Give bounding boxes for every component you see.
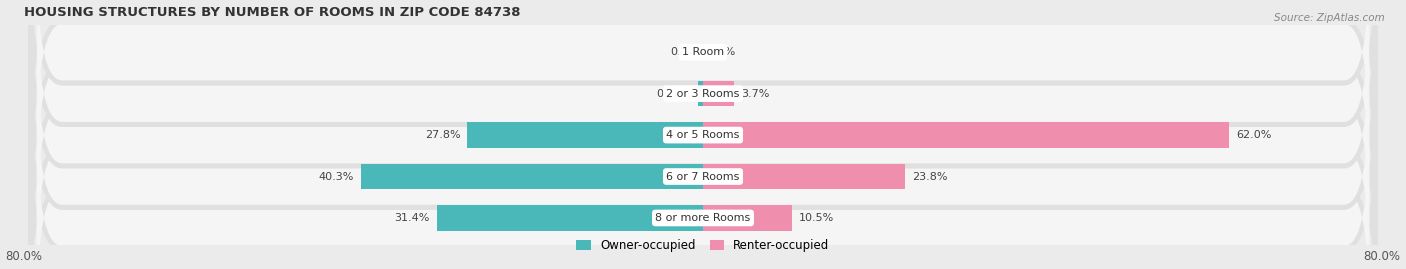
Text: HOUSING STRUCTURES BY NUMBER OF ROOMS IN ZIP CODE 84738: HOUSING STRUCTURES BY NUMBER OF ROOMS IN… [24, 6, 520, 19]
Bar [703, 122, 1229, 148]
Text: 0.56%: 0.56% [657, 89, 692, 99]
Bar [467, 122, 703, 148]
Text: 10.5%: 10.5% [799, 213, 834, 223]
Text: 3.7%: 3.7% [741, 89, 769, 99]
Text: 0.0%: 0.0% [707, 47, 735, 57]
Text: 23.8%: 23.8% [911, 172, 948, 182]
FancyBboxPatch shape [28, 3, 1378, 267]
Bar [699, 81, 703, 107]
Legend: Owner-occupied, Renter-occupied: Owner-occupied, Renter-occupied [572, 234, 834, 257]
Text: Source: ZipAtlas.com: Source: ZipAtlas.com [1274, 13, 1385, 23]
FancyBboxPatch shape [37, 122, 1369, 269]
Text: 2 or 3 Rooms: 2 or 3 Rooms [666, 89, 740, 99]
Text: 31.4%: 31.4% [394, 213, 430, 223]
Bar [703, 205, 792, 231]
FancyBboxPatch shape [37, 0, 1369, 148]
Bar [436, 205, 703, 231]
FancyBboxPatch shape [28, 86, 1378, 269]
Text: 8 or more Rooms: 8 or more Rooms [655, 213, 751, 223]
Text: 62.0%: 62.0% [1236, 130, 1271, 140]
Text: 4 or 5 Rooms: 4 or 5 Rooms [666, 130, 740, 140]
Text: 6 or 7 Rooms: 6 or 7 Rooms [666, 172, 740, 182]
Text: 40.3%: 40.3% [319, 172, 354, 182]
Bar [703, 81, 734, 107]
FancyBboxPatch shape [28, 0, 1378, 226]
Text: 1 Room: 1 Room [682, 47, 724, 57]
FancyBboxPatch shape [37, 39, 1369, 231]
Text: 27.8%: 27.8% [425, 130, 460, 140]
Text: 0.0%: 0.0% [671, 47, 699, 57]
FancyBboxPatch shape [28, 0, 1378, 185]
FancyBboxPatch shape [28, 44, 1378, 269]
Bar [361, 164, 703, 189]
FancyBboxPatch shape [37, 80, 1369, 269]
Bar [703, 164, 905, 189]
FancyBboxPatch shape [37, 0, 1369, 190]
